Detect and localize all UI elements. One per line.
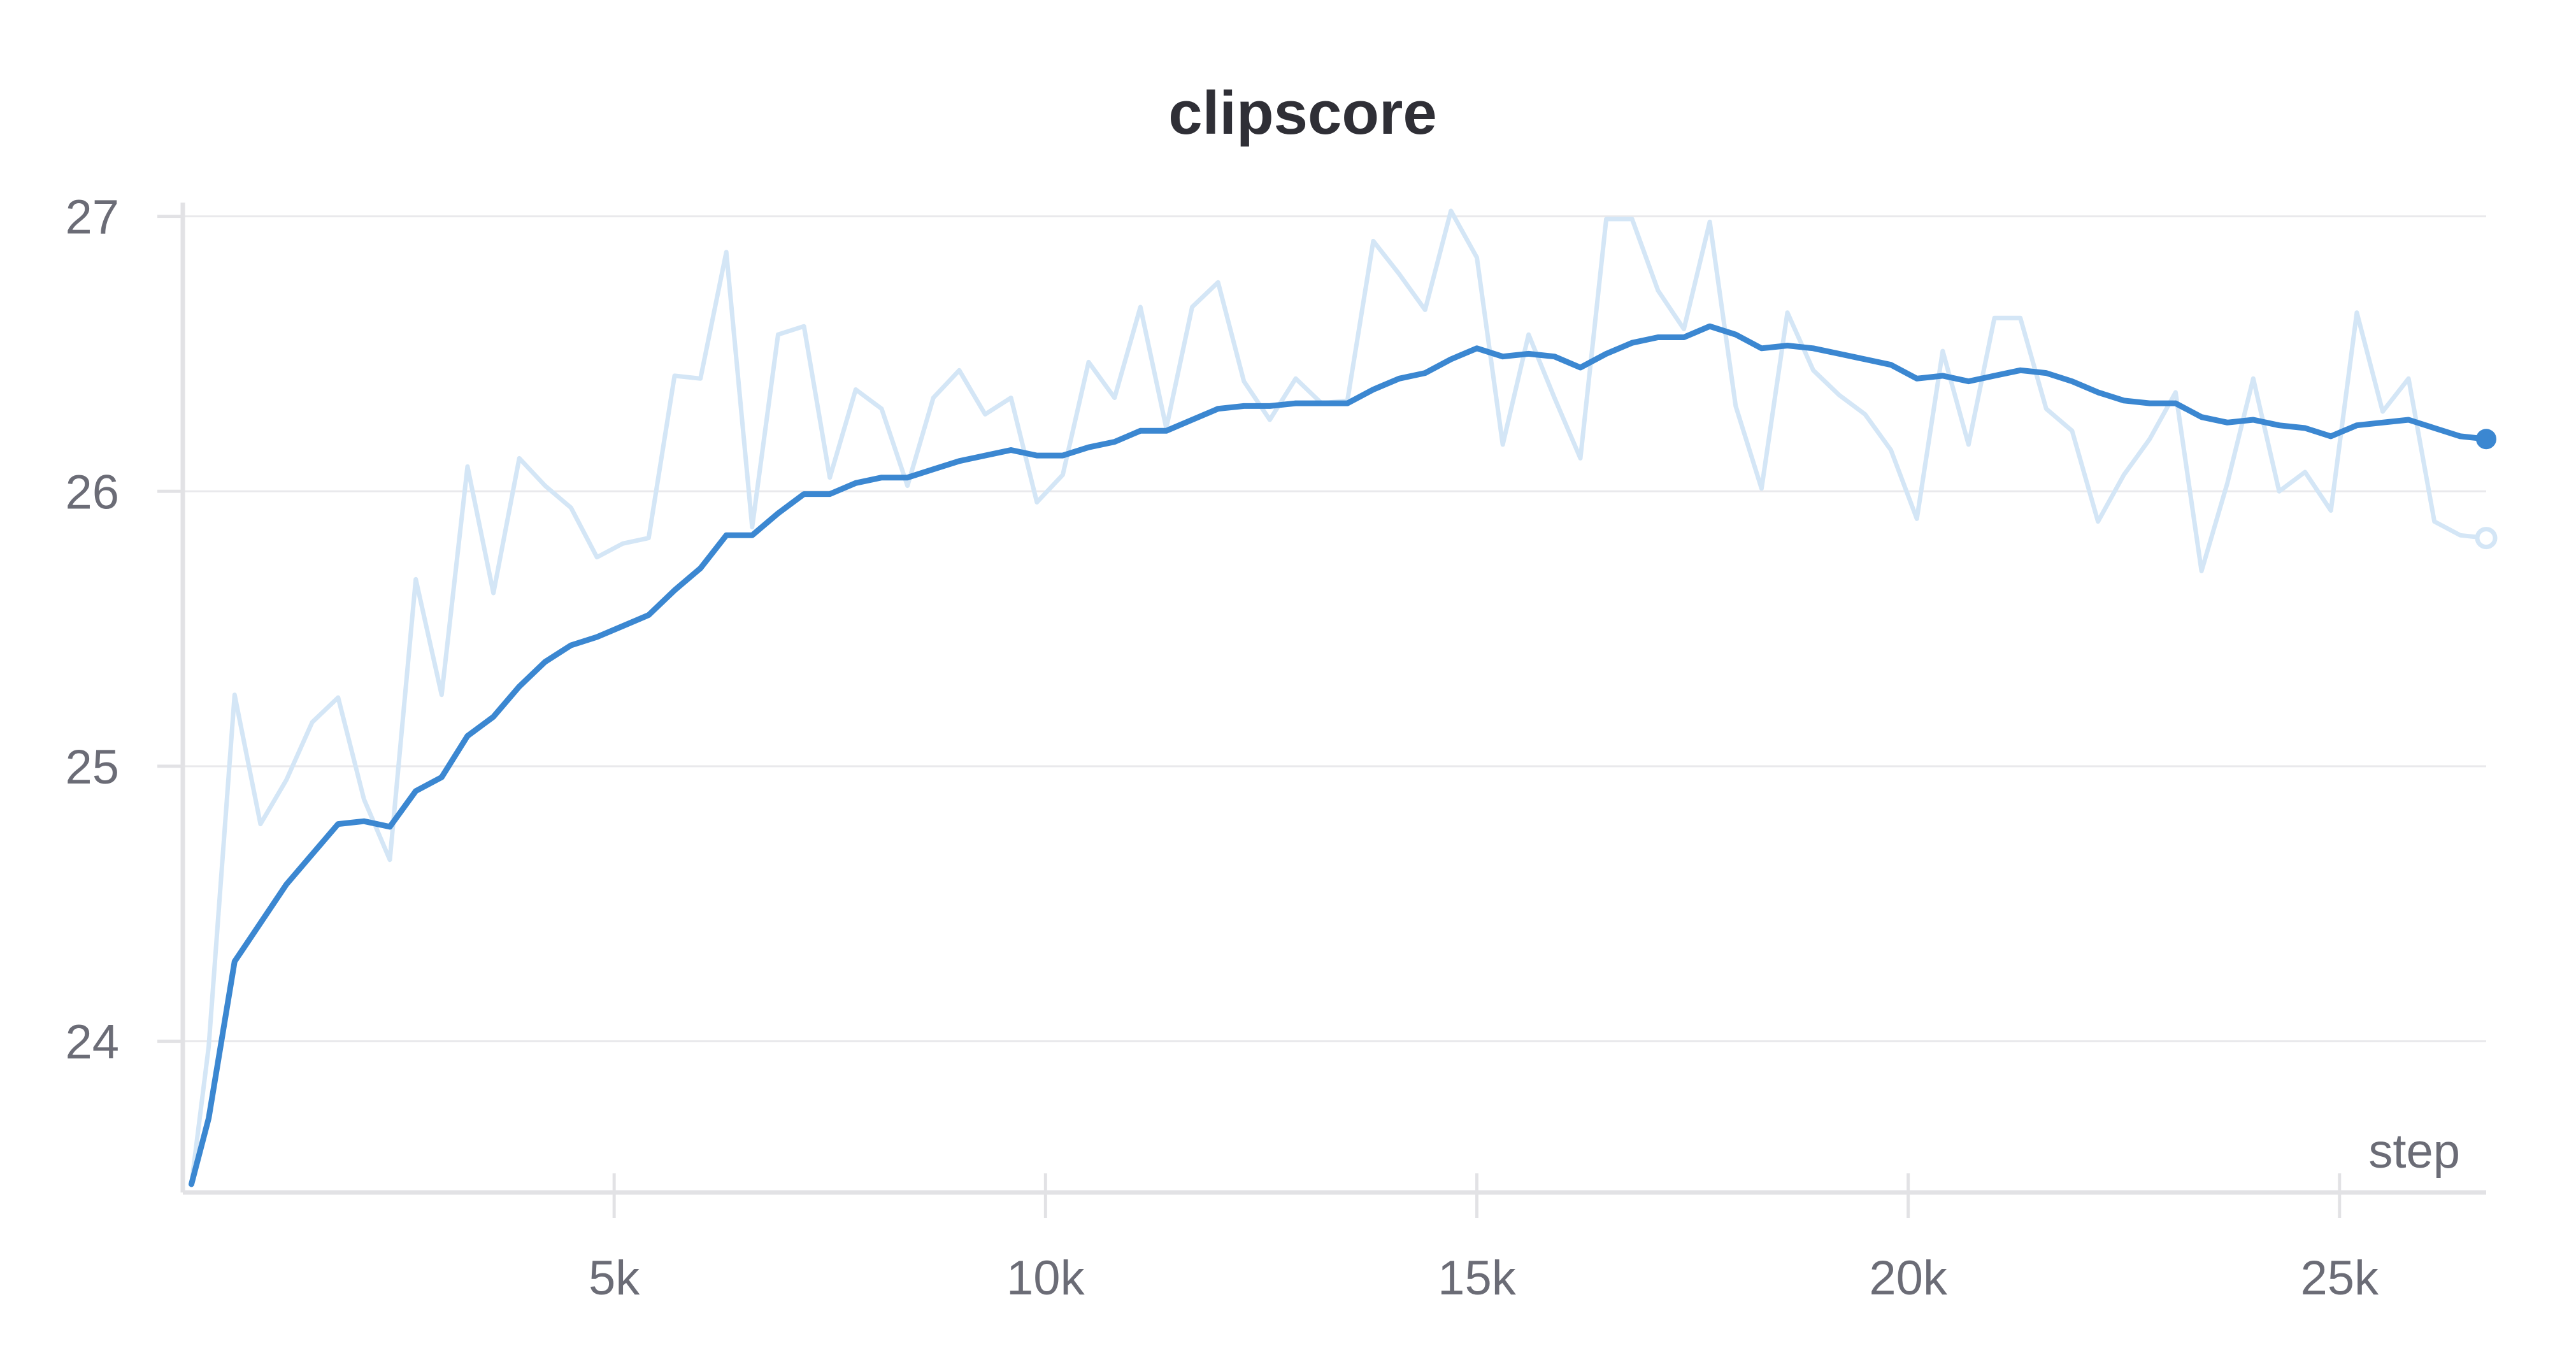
y-tick-label: 24 bbox=[65, 1015, 119, 1070]
chart-title: clipscore bbox=[1168, 79, 1437, 147]
y-tick-label: 27 bbox=[65, 190, 119, 245]
x-tick-label: 15k bbox=[1438, 1251, 1517, 1305]
y-tick-label: 26 bbox=[65, 465, 119, 519]
smoothed-end-marker bbox=[2476, 429, 2496, 449]
smoothed-series-line bbox=[192, 326, 2487, 1184]
raw-series-line bbox=[192, 211, 2487, 1184]
x-axis-label: step bbox=[2368, 1124, 2460, 1178]
x-tick-label: 25k bbox=[2300, 1251, 2379, 1305]
x-tick-label: 10k bbox=[1006, 1251, 1085, 1305]
end-markers bbox=[2476, 429, 2496, 547]
y-axis-ticks: 24 25 26 27 bbox=[65, 190, 183, 1070]
raw-end-marker bbox=[2477, 529, 2495, 547]
x-tick-label: 5k bbox=[589, 1251, 640, 1305]
y-tick-label: 25 bbox=[65, 740, 119, 794]
x-tick-label: 20k bbox=[1869, 1251, 1948, 1305]
series-lines bbox=[192, 211, 2487, 1184]
grid-lines bbox=[183, 217, 2486, 1042]
